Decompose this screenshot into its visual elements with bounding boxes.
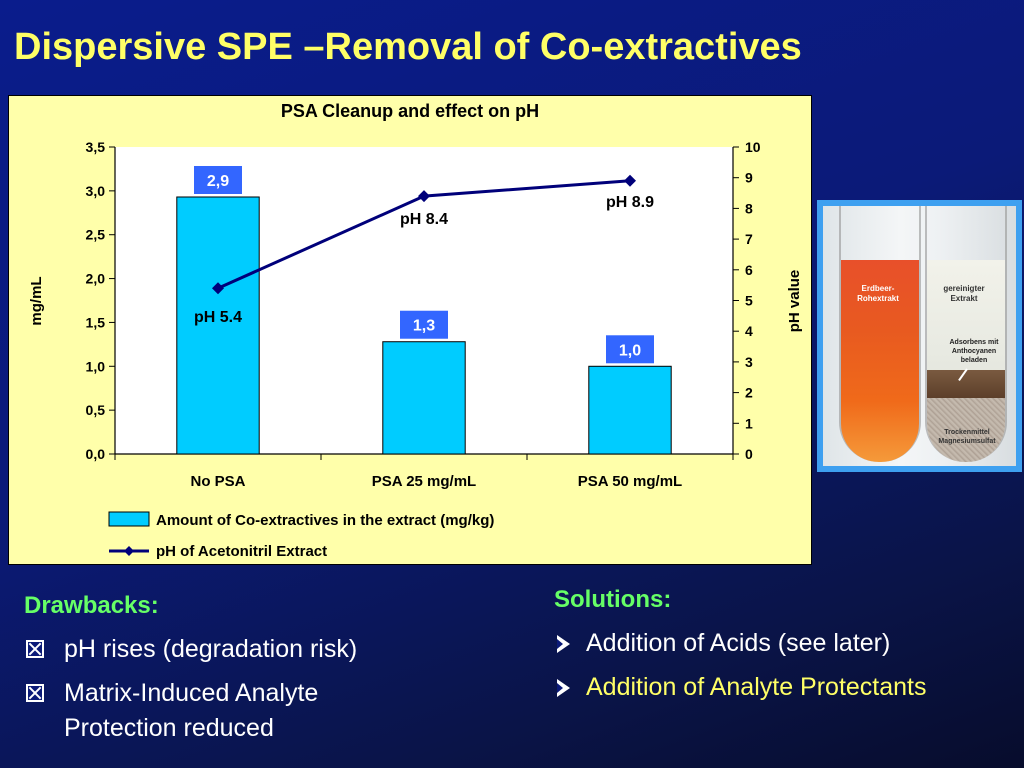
drawback-item-ph: pH rises (degradation risk) [64, 635, 358, 663]
solutions-heading: Solutions: [554, 586, 672, 613]
ph-point [418, 190, 430, 203]
y-tick-label: 2,0 [86, 271, 106, 287]
y2-tick-label: 5 [745, 293, 753, 309]
x-tick-label: PSA 25 mg/mL [372, 473, 476, 490]
y-tick-label: 1,0 [86, 358, 106, 374]
y-tick-label: 3,5 [86, 139, 106, 155]
ph-data-label: pH 8.9 [606, 194, 654, 211]
y2-tick-label: 3 [745, 354, 753, 370]
y-axis-label: mg/mL [28, 276, 45, 325]
photo-label-cleaned: gereinigter Extrakt [943, 284, 985, 303]
bar-data-label-box [194, 165, 242, 194]
y-tick-label: 0,5 [86, 402, 106, 418]
bar-data-label: 1,0 [619, 342, 641, 359]
drawback-item-matrix: Matrix-Induced Analyte [64, 679, 319, 707]
bar-data-label-box [400, 310, 448, 339]
x-tick-label: No PSA [190, 473, 245, 490]
ph-point [624, 174, 636, 187]
legend-swatch-bar [108, 511, 150, 527]
drawbacks-heading: Drawbacks: [24, 592, 159, 619]
x-tick-label: PSA 50 mg/mL [578, 473, 682, 490]
drawback-item-matrix-cont: Protection reduced [64, 714, 274, 742]
ph-data-label: pH 5.4 [194, 309, 242, 326]
photo-label-adsorbent: Adsorbens mit Anthocyanen beladen [949, 339, 999, 364]
arrow-bullet-icon [557, 679, 570, 697]
chart-title: PSA Cleanup and effect on pH [281, 101, 539, 121]
box-x-icon [26, 684, 44, 702]
cleaned-extract-tube [925, 206, 1007, 462]
ph-point [212, 282, 224, 295]
photo-label-drying-agent: Trockenmittel Magnesiumsulfat [938, 429, 996, 445]
y-tick-label: 0,0 [86, 446, 106, 462]
y2-axis-label: pH value [786, 270, 803, 333]
legend-label-line: pH of Acetonitril Extract [156, 543, 327, 560]
solution-item-acids: Addition of Acids (see later) [586, 629, 891, 657]
y2-tick-label: 4 [745, 323, 753, 339]
solution-item-protectants: Addition of Analyte Protectants [586, 673, 927, 701]
bar [176, 196, 260, 455]
arrow-bullet-icon [557, 635, 570, 653]
raw-extract-tube [839, 206, 921, 462]
y-tick-label: 2,5 [86, 227, 106, 243]
legend-swatch-marker [124, 546, 134, 556]
photo-label-raw: Erdbeer- Rohextrakt [857, 284, 899, 303]
y-tick-label: 3,0 [86, 183, 106, 199]
bar-data-label: 1,3 [413, 318, 435, 335]
box-x-icon [26, 640, 44, 658]
y2-tick-label: 7 [745, 231, 753, 247]
y-tick-label: 1,5 [86, 314, 106, 330]
psa-chart: PSA Cleanup and effect on pH mg/mL pH va… [28, 101, 803, 560]
chart-panel: PSA Cleanup and effect on pH mg/mL pH va… [8, 95, 812, 565]
y2-tick-label: 2 [745, 385, 753, 401]
extract-tubes-photo: Erdbeer- Rohextrakt gereinigter Extrakt … [817, 200, 1022, 472]
y2-tick-label: 1 [745, 415, 753, 431]
slide-title: Dispersive SPE –Removal of Co-extractive… [14, 26, 802, 68]
y2-tick-label: 6 [745, 262, 753, 278]
ph-data-label: pH 8.4 [400, 211, 448, 228]
legend-label-bar: Amount of Co-extractives in the extract … [156, 512, 494, 529]
y2-tick-label: 10 [745, 139, 761, 155]
y2-tick-label: 8 [745, 200, 753, 216]
bar [382, 341, 466, 455]
bar [588, 365, 672, 455]
bar-data-label-box [606, 335, 654, 364]
bar-data-label: 2,9 [207, 173, 229, 190]
y2-tick-label: 9 [745, 170, 753, 186]
y2-tick-label: 0 [745, 446, 753, 462]
